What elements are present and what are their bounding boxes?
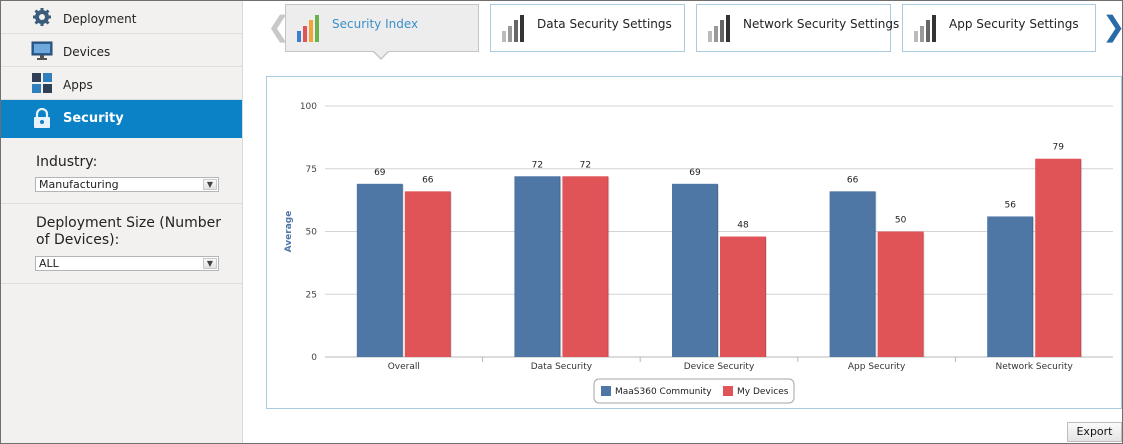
- data-label: 56: [1004, 200, 1016, 210]
- bar-shadow: [765, 237, 767, 357]
- tab-security-index[interactable]: Security Index: [285, 4, 479, 52]
- sidebar: Deployment Devices Apps Security Industr…: [1, 1, 243, 443]
- legend-box: [593, 378, 795, 404]
- bar-shadow: [401, 184, 404, 357]
- gray-bar-chart-icon: [914, 15, 936, 42]
- bar-shadow: [922, 232, 925, 357]
- bar-shadow: [717, 184, 719, 357]
- legend-label: MaaS360 Community: [615, 387, 712, 397]
- data-label: 66: [847, 175, 859, 185]
- sidebar-item-apps[interactable]: Apps: [1, 67, 242, 100]
- bar: [514, 176, 561, 357]
- monitor-icon: [31, 41, 53, 60]
- tab-label: App Security Settings: [949, 17, 1079, 31]
- deployment-size-select[interactable]: ALL ▼: [35, 256, 219, 271]
- data-label: 72: [580, 160, 591, 170]
- x-tick-label: Data Security: [531, 362, 593, 372]
- y-axis-label: Average: [284, 211, 294, 253]
- chevron-down-icon: ▼: [203, 258, 217, 269]
- color-bar-chart-icon: [297, 15, 319, 42]
- sidebar-item-security[interactable]: Security: [1, 100, 242, 138]
- sidebar-item-label: Deployment: [63, 12, 137, 26]
- tab-label: Network Security Settings: [743, 17, 900, 31]
- data-label: 69: [689, 168, 701, 178]
- bar-shadow: [559, 177, 562, 357]
- y-tick-label: 25: [306, 290, 317, 300]
- sidebar-item-devices[interactable]: Devices: [1, 34, 242, 67]
- bar: [672, 183, 718, 357]
- y-tick-label: 0: [311, 353, 317, 363]
- y-tick-label: 75: [306, 165, 317, 175]
- export-button[interactable]: Export: [1067, 422, 1122, 442]
- tab-app-security-settings[interactable]: App Security Settings: [902, 4, 1096, 52]
- x-tick-label: Device Security: [684, 362, 755, 372]
- sidebar-item-deployment[interactable]: Deployment: [1, 1, 242, 34]
- data-label: 69: [374, 168, 386, 178]
- y-tick-label: 100: [300, 102, 317, 112]
- legend-swatch: [601, 386, 611, 396]
- divider: [1, 283, 242, 284]
- x-tick-label: App Security: [848, 362, 906, 372]
- chevron-left-icon[interactable]: ❮: [267, 10, 291, 43]
- bar-shadow: [449, 192, 452, 357]
- bar-shadow: [1080, 159, 1083, 357]
- bar-shadow: [874, 192, 877, 357]
- bar-shadow: [607, 177, 610, 357]
- gear-icon: [33, 8, 51, 26]
- data-label: 50: [895, 216, 907, 226]
- tab-data-security-settings[interactable]: Data Security Settings: [490, 4, 685, 52]
- tab-label: Data Security Settings: [537, 17, 672, 31]
- bar: [877, 231, 924, 357]
- chevron-right-icon[interactable]: ❯: [1102, 13, 1123, 41]
- bar: [562, 176, 609, 357]
- deployment-size-label: Deployment Size (Number of Devices):: [36, 215, 221, 248]
- data-label: 48: [737, 221, 749, 231]
- industry-select[interactable]: Manufacturing ▼: [35, 177, 219, 192]
- chart-panel: 0 25 50 75 100 Average Overall 69 66 Data Securit…: [266, 76, 1122, 409]
- bar: [1035, 158, 1082, 357]
- deployment-size-select-value: ALL: [39, 257, 59, 270]
- data-label: 79: [1052, 143, 1064, 153]
- bar: [987, 216, 1034, 357]
- active-tab-pointer: [373, 51, 389, 60]
- bar: [356, 183, 403, 357]
- bar: [404, 191, 451, 357]
- bar: [829, 191, 876, 357]
- chevron-down-icon: ▼: [203, 179, 217, 190]
- industry-select-value: Manufacturing: [39, 178, 119, 191]
- apps-grid-icon: [32, 73, 52, 93]
- tab-network-security-settings[interactable]: Network Security Settings: [696, 4, 899, 52]
- data-label: 72: [532, 160, 543, 170]
- industry-label: Industry:: [36, 154, 98, 170]
- legend-label: My Devices: [737, 387, 789, 397]
- legend-swatch: [723, 386, 733, 396]
- lock-icon: [34, 108, 50, 128]
- sidebar-item-label: Apps: [63, 78, 93, 92]
- divider: [1, 203, 242, 204]
- bar: [720, 236, 766, 357]
- data-label: 66: [422, 175, 434, 185]
- gray-bar-chart-icon: [708, 15, 730, 42]
- y-tick-label: 50: [306, 228, 318, 238]
- sidebar-item-label: Devices: [63, 45, 111, 59]
- bar-chart: 0 25 50 75 100 Average Overall 69 66 Data Securit…: [284, 102, 1113, 404]
- x-tick-label: Network Security: [995, 362, 1073, 372]
- x-tick-label: Overall: [388, 362, 420, 372]
- sidebar-item-label: Security: [63, 111, 124, 126]
- gray-bar-chart-icon: [502, 15, 524, 42]
- bar-shadow: [1032, 217, 1035, 357]
- tab-label: Security Index: [332, 17, 419, 31]
